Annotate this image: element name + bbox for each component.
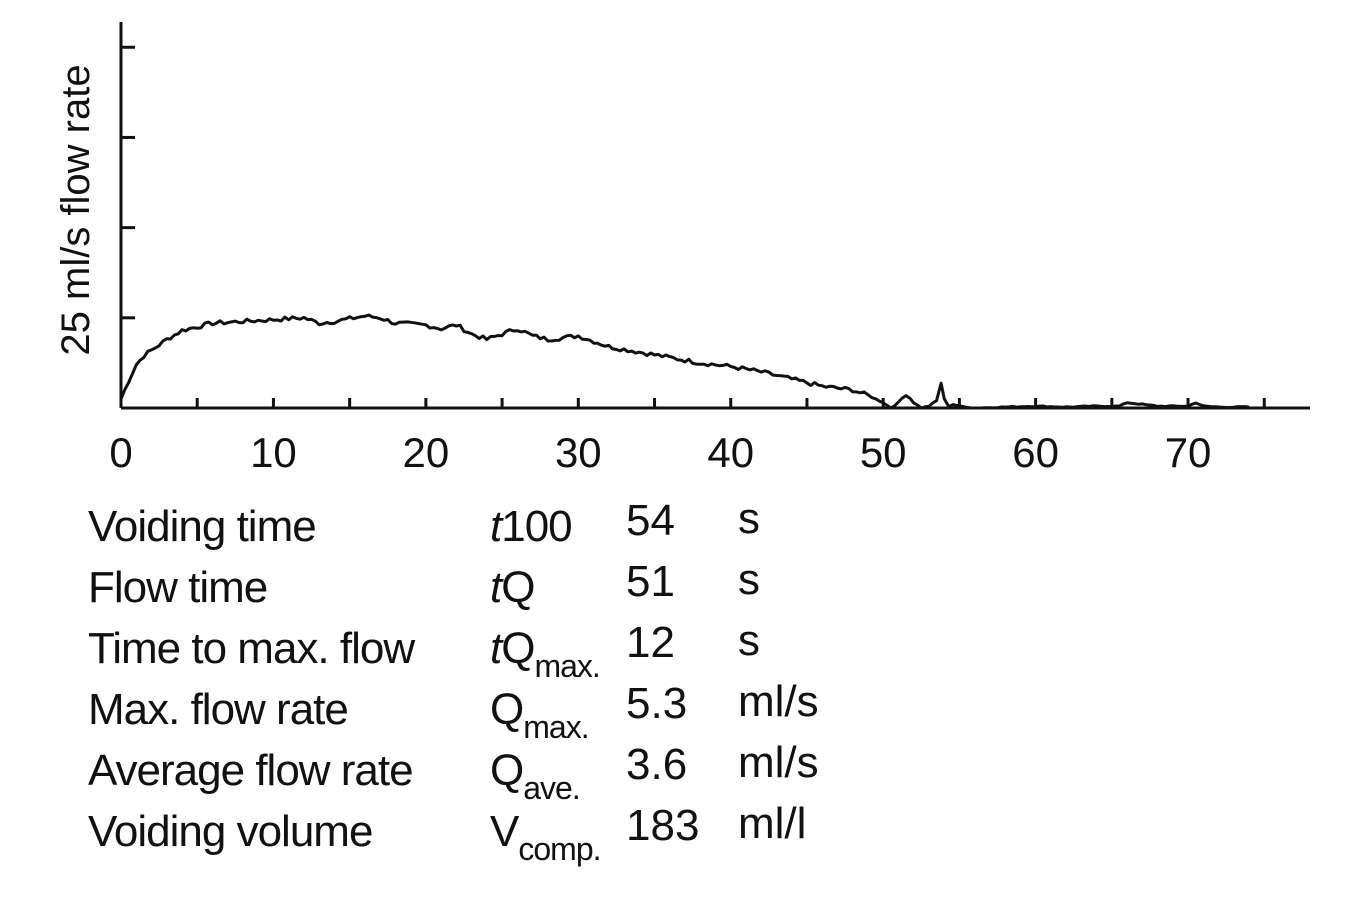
param-value: 54	[626, 496, 675, 545]
param-symbol: t100	[490, 502, 573, 551]
param-unit: ml/l	[738, 799, 807, 848]
param-label: Time to max. flow	[88, 624, 415, 673]
x-tick-label: 40	[707, 429, 754, 476]
param-label: Voiding volume	[88, 807, 373, 856]
param-value: 5.3	[626, 679, 688, 728]
x-tick-label: 10	[250, 429, 297, 476]
param-unit: ml/s	[738, 677, 819, 726]
param-unit: ml/s	[738, 738, 819, 787]
param-label: Average flow rate	[88, 746, 414, 795]
param-label: Flow time	[88, 563, 268, 612]
param-symbol: tQmax.	[490, 624, 601, 684]
x-tick-label: 60	[1012, 429, 1059, 476]
chart-tick-labels: 0 10 20 30 40 50 60 70	[109, 429, 1211, 476]
chart-axes	[119, 22, 1310, 410]
param-value: 12	[626, 618, 675, 667]
x-tick-label: 20	[403, 429, 450, 476]
x-tick-label: 0	[109, 429, 132, 476]
flow-rate-chart: 0 10 20 30 40 50 60 70 25 ml/s flow rate	[54, 22, 1310, 476]
param-unit: s	[738, 494, 760, 543]
x-tick-label: 50	[860, 429, 907, 476]
param-symbol: tQ	[490, 563, 535, 612]
param-symbol: Qmax.	[490, 685, 590, 745]
param-unit: s	[738, 555, 760, 604]
param-label: Max. flow rate	[88, 685, 349, 734]
param-value: 183	[626, 801, 700, 850]
param-value: 3.6	[626, 740, 688, 789]
param-symbol: Vcomp.	[490, 807, 602, 867]
param-symbol: Qave.	[490, 746, 581, 806]
param-value: 51	[626, 557, 675, 606]
chart-ticks	[119, 45, 1266, 408]
x-tick-label: 70	[1165, 429, 1212, 476]
param-label: Voiding time	[88, 502, 317, 551]
y-axis-label: 25 ml/s flow rate	[54, 64, 98, 355]
x-tick-label: 30	[555, 429, 602, 476]
param-unit: s	[738, 616, 760, 665]
flow-rate-line	[119, 313, 1250, 410]
